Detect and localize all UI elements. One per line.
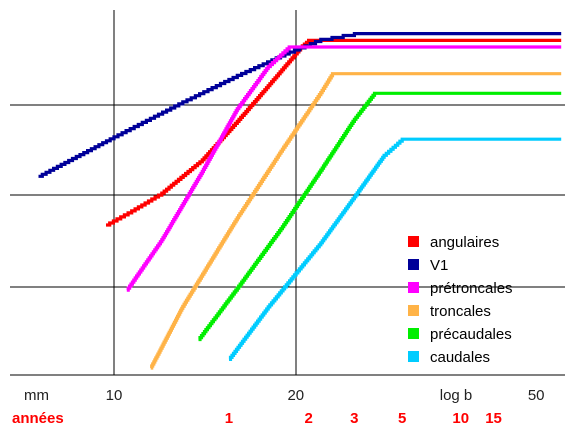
legend-label-4: précaudales bbox=[430, 326, 512, 343]
year-axis-label: années bbox=[12, 410, 64, 427]
legend-swatch-4 bbox=[408, 328, 419, 339]
series-layer bbox=[38, 32, 562, 370]
series-line-0 bbox=[106, 38, 562, 227]
x-tick-label-10: 10 bbox=[106, 387, 123, 404]
legend-swatch-2 bbox=[408, 282, 419, 293]
x-tick-label-20: 20 bbox=[287, 387, 304, 404]
series-line-3 bbox=[150, 72, 562, 370]
legend-label-5: caudales bbox=[430, 349, 490, 366]
legend-swatch-5 bbox=[408, 351, 419, 362]
year-tick-label-1: 2 bbox=[304, 410, 312, 427]
year-tick-label-4: 10 bbox=[452, 410, 469, 427]
legend-swatch-0 bbox=[408, 236, 419, 247]
x-tick-label-50: 50 bbox=[528, 387, 545, 404]
legend-label-3: troncales bbox=[430, 303, 491, 320]
legend-label-2: prétroncales bbox=[430, 280, 513, 297]
legend-swatch-3 bbox=[408, 305, 419, 316]
axis-labels: mm 10 20 50 log b années 1 2 3 5 10 15 bbox=[12, 387, 545, 427]
year-tick-label-3: 5 bbox=[398, 410, 406, 427]
series-line-4 bbox=[198, 91, 562, 342]
x-scale-label: log b bbox=[440, 387, 473, 404]
series-line-2 bbox=[126, 45, 562, 292]
legend-label-1: V1 bbox=[430, 257, 448, 274]
x-unit-label: mm bbox=[24, 387, 49, 404]
legend-label-0: angulaires bbox=[430, 234, 499, 251]
year-tick-label-2: 3 bbox=[350, 410, 358, 427]
series-line-5 bbox=[228, 137, 562, 361]
legend-swatch-1 bbox=[408, 259, 419, 270]
year-tick-label-5: 15 bbox=[485, 410, 502, 427]
year-tick-label-0: 1 bbox=[225, 410, 233, 427]
legend: angulaires V1 prétroncales troncales précaud… bbox=[408, 234, 513, 366]
